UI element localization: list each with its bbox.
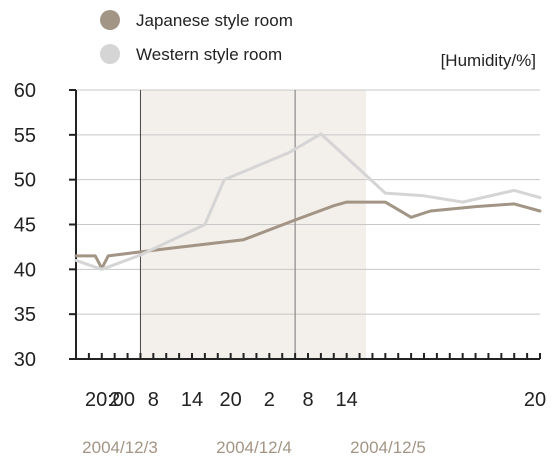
x-tick-label-7: 14 — [336, 389, 358, 411]
y-tick-label-30: 30 — [14, 349, 36, 371]
series-1-point-8 — [346, 201, 348, 203]
series-1-point-6 — [294, 219, 296, 221]
series-2-point-7 — [384, 192, 386, 194]
series-1-point-10 — [410, 216, 412, 218]
series-2-point-2 — [139, 254, 141, 256]
x-tick-label-3: 14 — [181, 389, 203, 411]
legend-marker-2 — [100, 44, 120, 64]
series-2-point-0 — [75, 259, 77, 261]
series-1-point-13 — [513, 203, 515, 205]
series-2-point-4 — [223, 179, 225, 181]
x-tick-label-4: 20 — [220, 389, 242, 411]
series-2-point-1 — [101, 268, 103, 270]
x-tick-label-2: 8 — [148, 389, 159, 411]
series-1-point-12 — [475, 206, 477, 208]
series-2-point-6 — [320, 133, 322, 135]
series-1-point-4 — [165, 248, 167, 250]
date-label-2: 2004/12/5 — [350, 438, 426, 457]
series-1-point-9 — [384, 201, 386, 203]
x-tick-label-6: 8 — [302, 389, 313, 411]
series-2-point-5 — [288, 152, 290, 154]
y-tick-label-45: 45 — [14, 215, 36, 237]
series-1-point-7 — [333, 205, 335, 207]
series-1-point-11 — [429, 210, 431, 212]
series-2-point-10 — [513, 189, 515, 191]
y-tick-label-55: 55 — [14, 125, 36, 147]
x-tick-label-8: 20 — [524, 389, 546, 411]
legend-label-2: Western style room — [136, 45, 282, 64]
date-label-1: 2004/12/4 — [216, 438, 292, 457]
series-2-point-8 — [423, 195, 425, 197]
series-1-point-0 — [75, 255, 77, 257]
series-1-point-5 — [243, 239, 245, 241]
series-2-point-11 — [539, 197, 541, 199]
y-tick-label-50: 50 — [14, 170, 36, 192]
x-tick-label-5: 2 — [264, 389, 275, 411]
legend-label-1: Japanese style room — [136, 11, 293, 30]
x-tick-label-1: 2 — [109, 389, 120, 411]
x-tick-label-0: 20:00 — [85, 389, 135, 411]
series-1-point-14 — [539, 210, 541, 212]
series-2-point-9 — [462, 201, 464, 203]
series-2-point-3 — [204, 224, 206, 225]
legend-marker-1 — [100, 10, 120, 30]
series-line-2 — [74, 132, 542, 271]
series-1-point-1 — [94, 255, 96, 257]
unit-label: [Humidity/%] — [441, 51, 536, 70]
y-tick-label-60: 60 — [14, 80, 36, 102]
series-1-point-3 — [107, 255, 109, 257]
y-tick-label-35: 35 — [14, 304, 36, 326]
date-label-0: 2004/12/3 — [82, 438, 158, 457]
y-tick-label-40: 40 — [14, 259, 36, 281]
